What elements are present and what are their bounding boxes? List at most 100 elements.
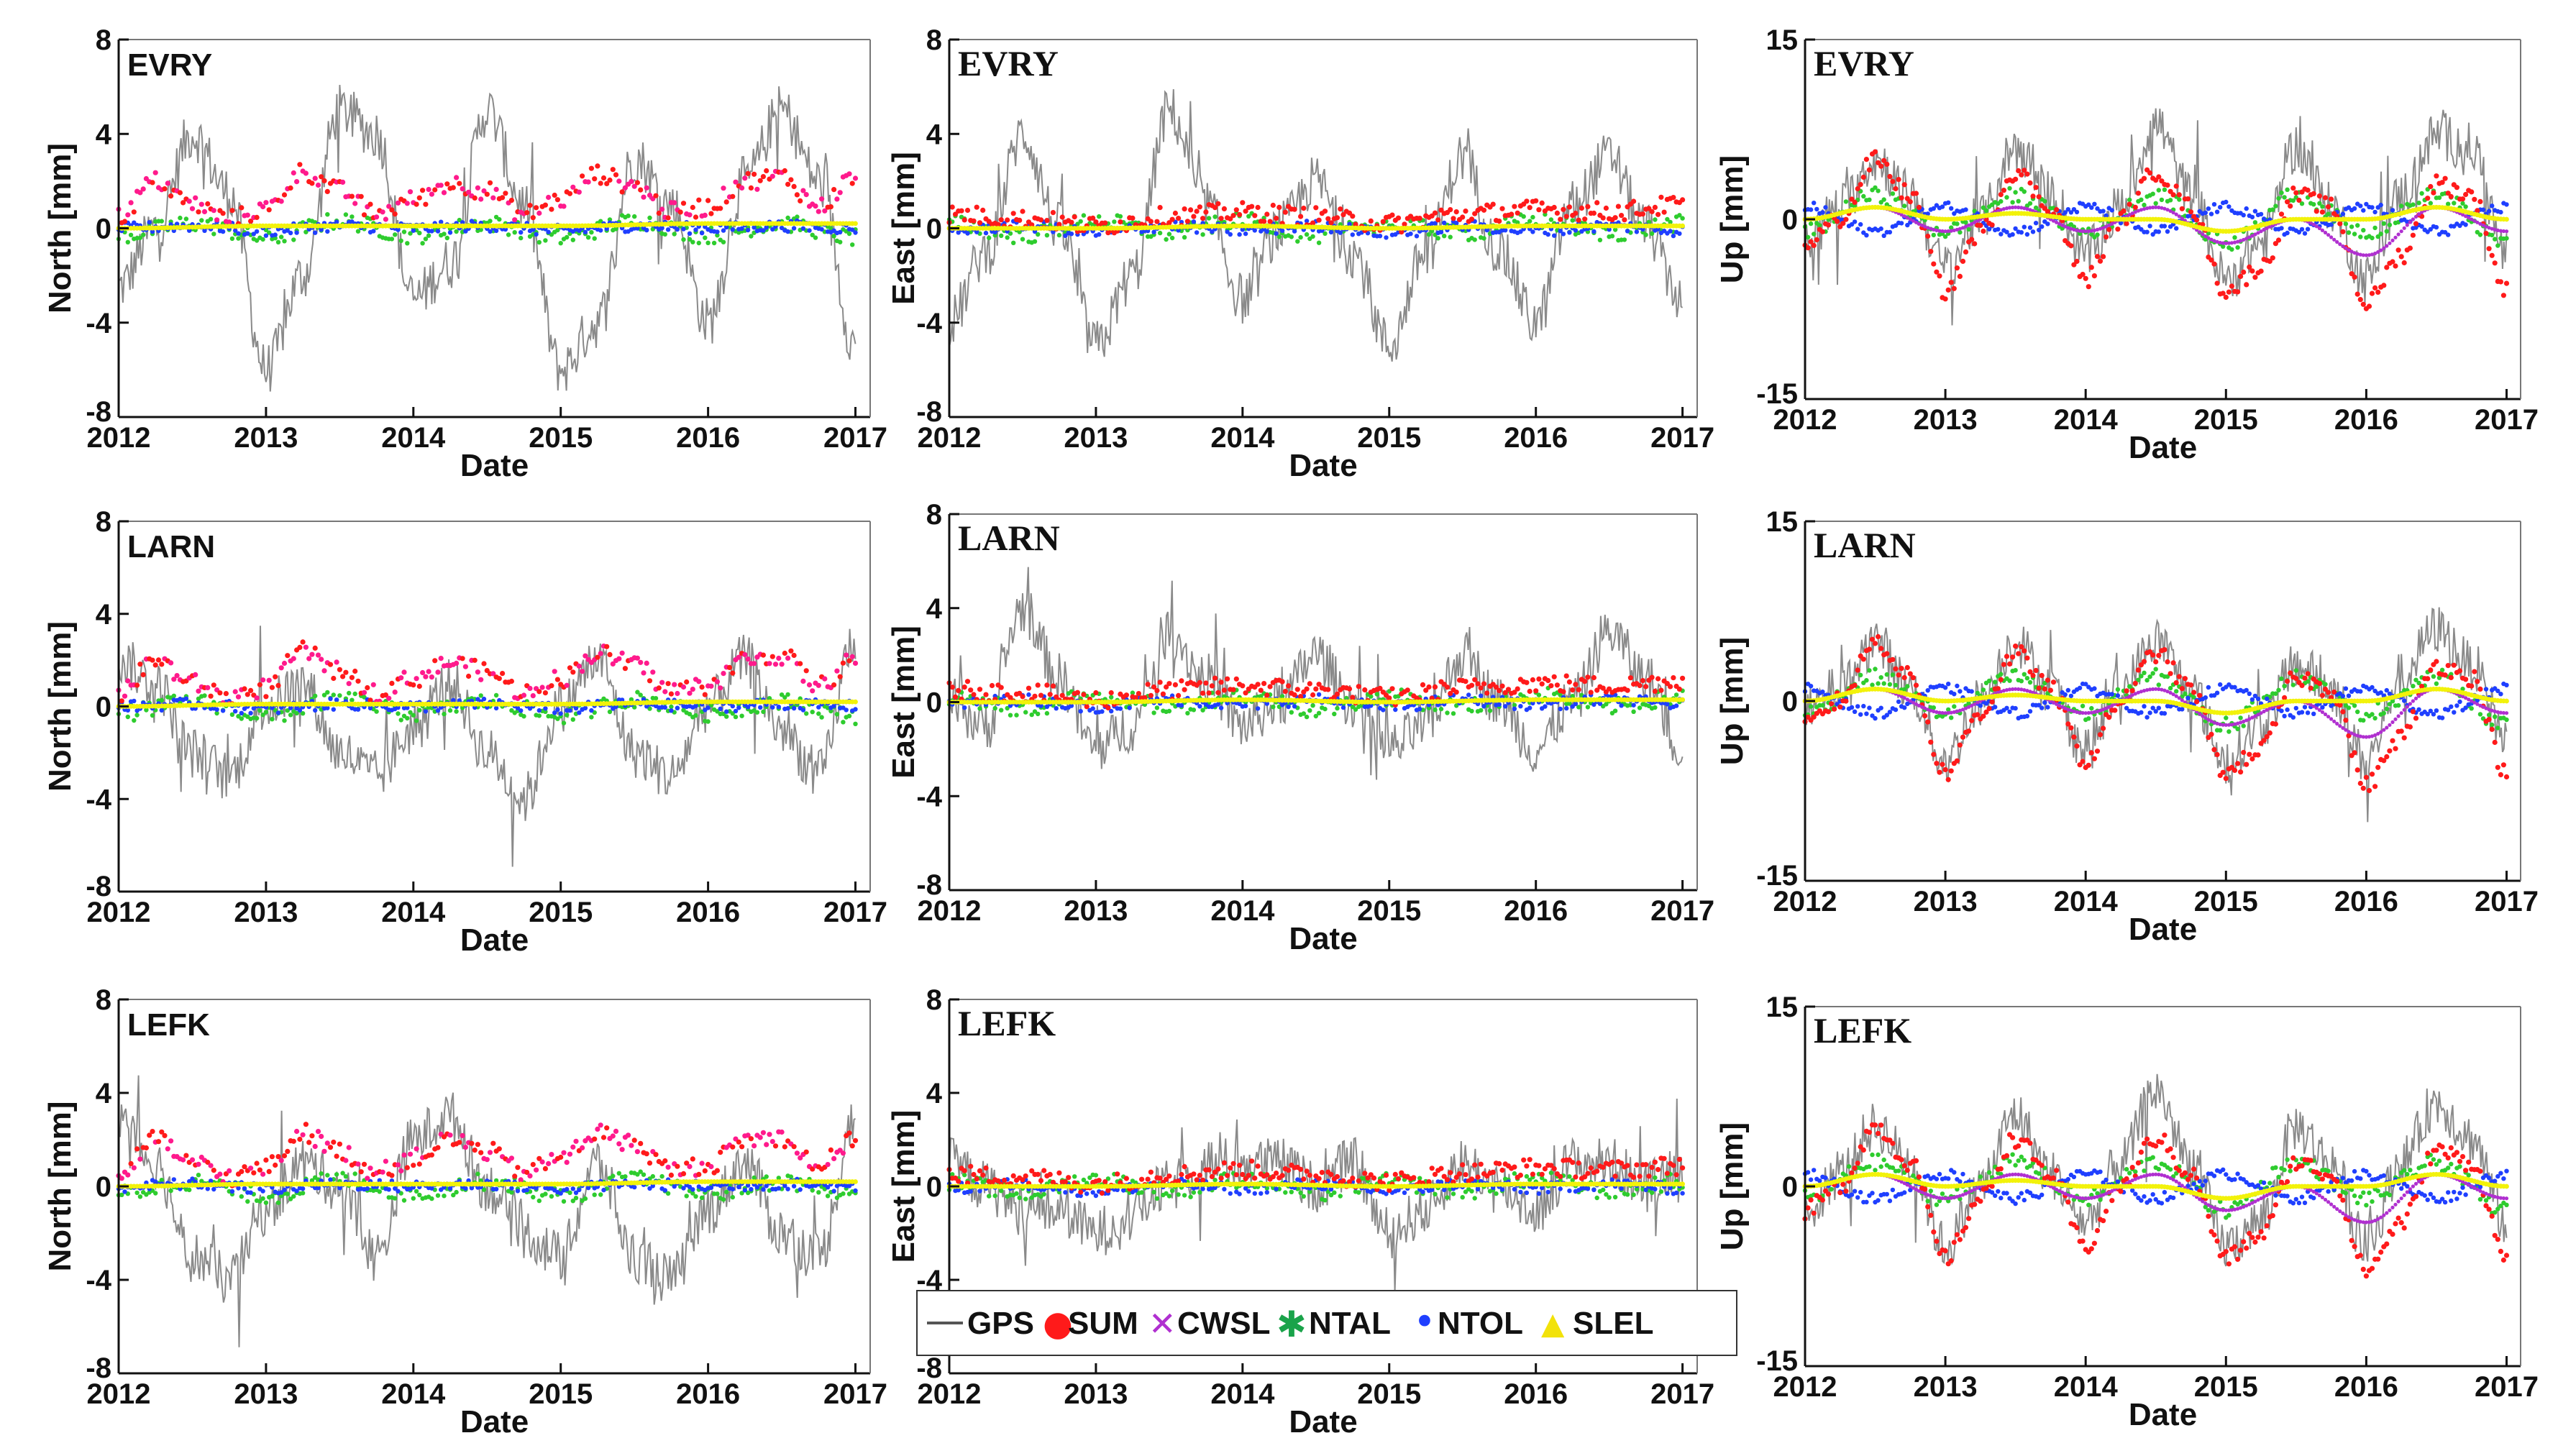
ntal-point [810,232,815,237]
ntal-point [337,693,342,698]
x-tick-label: 2013 [234,422,298,454]
sum-point [1497,219,1502,224]
ntol-point [1381,708,1386,713]
ntol-point [2352,206,2357,211]
sum-point [1292,206,1297,212]
sum-point [214,217,220,223]
sum-point [1951,285,1957,291]
sum-point [1212,675,1218,681]
cwsl-point [2072,227,2076,232]
ntal-point [1433,708,1438,713]
sum-point [1594,200,1600,206]
ntol-point [1292,704,1297,709]
ntal-point [1487,708,1493,713]
ntal-point [257,708,262,713]
ntal-point [125,714,130,720]
cwsl-point [2352,251,2357,255]
sum-point [822,208,828,214]
sum-point [496,676,502,682]
sum-point [416,195,422,201]
ntal-point [1445,710,1450,715]
ntol-point [1026,692,1031,697]
ntol-point [1808,207,1814,212]
sum-point [1475,681,1481,687]
sum-point [1576,687,1581,692]
ntol-point [573,705,579,711]
ntol-point [962,705,967,710]
sum-point [742,651,748,658]
ntal-point [239,716,244,721]
sum-point [319,656,324,662]
ntal-point [1182,234,1187,240]
sum-point [2413,221,2419,226]
ntal-point [558,241,563,246]
sum-point [2235,289,2241,295]
sum-point [2252,275,2258,280]
sum-point [2091,273,2097,279]
ntal-point [647,215,652,221]
ntal-point [1154,705,1160,710]
sum-point [2357,297,2363,303]
ntol-point [447,230,453,235]
ntal-point [1316,710,1322,715]
cwsl-point [2323,230,2328,235]
sum-point [186,198,192,204]
sum-point [634,180,641,186]
sum-point [2475,208,2480,214]
cwsl-point [1911,219,1915,223]
x-tick-label: 2015 [529,422,593,454]
sum-point [481,188,487,194]
ntal-point [1289,710,1294,715]
x-tick-label: 2012 [87,897,151,928]
ntal-point [1451,711,1456,716]
ntal-point [303,229,309,234]
ntal-point [1185,710,1190,716]
sum-point [1270,202,1276,209]
sum-point [837,674,843,679]
sum-point [198,201,204,207]
sum-point [1212,205,1218,211]
ntal-point [2042,198,2047,204]
sum-point [281,192,288,198]
sum-point [1020,209,1026,214]
sum-point [340,179,346,185]
ntal-point [724,714,729,719]
sum-point [849,654,855,659]
sum-point [1230,213,1236,219]
sum-point [1468,216,1475,222]
sum-point [764,168,769,174]
ntol-point [435,229,441,234]
sum-point [1328,220,1334,226]
ntal-point [846,231,852,237]
ntal-point [2089,232,2094,237]
ntal-point [1014,713,1019,718]
sum-point [1105,705,1111,711]
ntol-point [752,225,757,230]
cwsl-point [2399,229,2403,234]
ntol-point [2214,209,2220,214]
cwsl-point [1955,227,1959,232]
cwsl-point [2004,206,2009,211]
ntal-point [1665,216,1670,222]
ntal-point [1212,214,1218,219]
sum-point [1282,209,1288,215]
ntol-point [733,708,739,714]
sum-point [321,668,327,674]
ntol-point [1561,232,1566,237]
sum-point [1346,686,1353,692]
ntal-point [414,718,419,723]
cwsl-point [2239,239,2243,243]
sum-point [2293,190,2299,196]
ntol-point [1625,229,1630,234]
sum-point [1005,217,1010,223]
ntal-point [417,708,422,713]
sum-point [349,674,355,680]
ntal-point [561,720,567,725]
sum-point [1426,684,1432,690]
ntol-point [2413,225,2418,230]
sum-point [1310,220,1316,226]
ntol-point [1881,233,1886,238]
sum-point [567,191,573,196]
cwsl-point [1949,229,1953,233]
ntol-point [724,224,729,230]
